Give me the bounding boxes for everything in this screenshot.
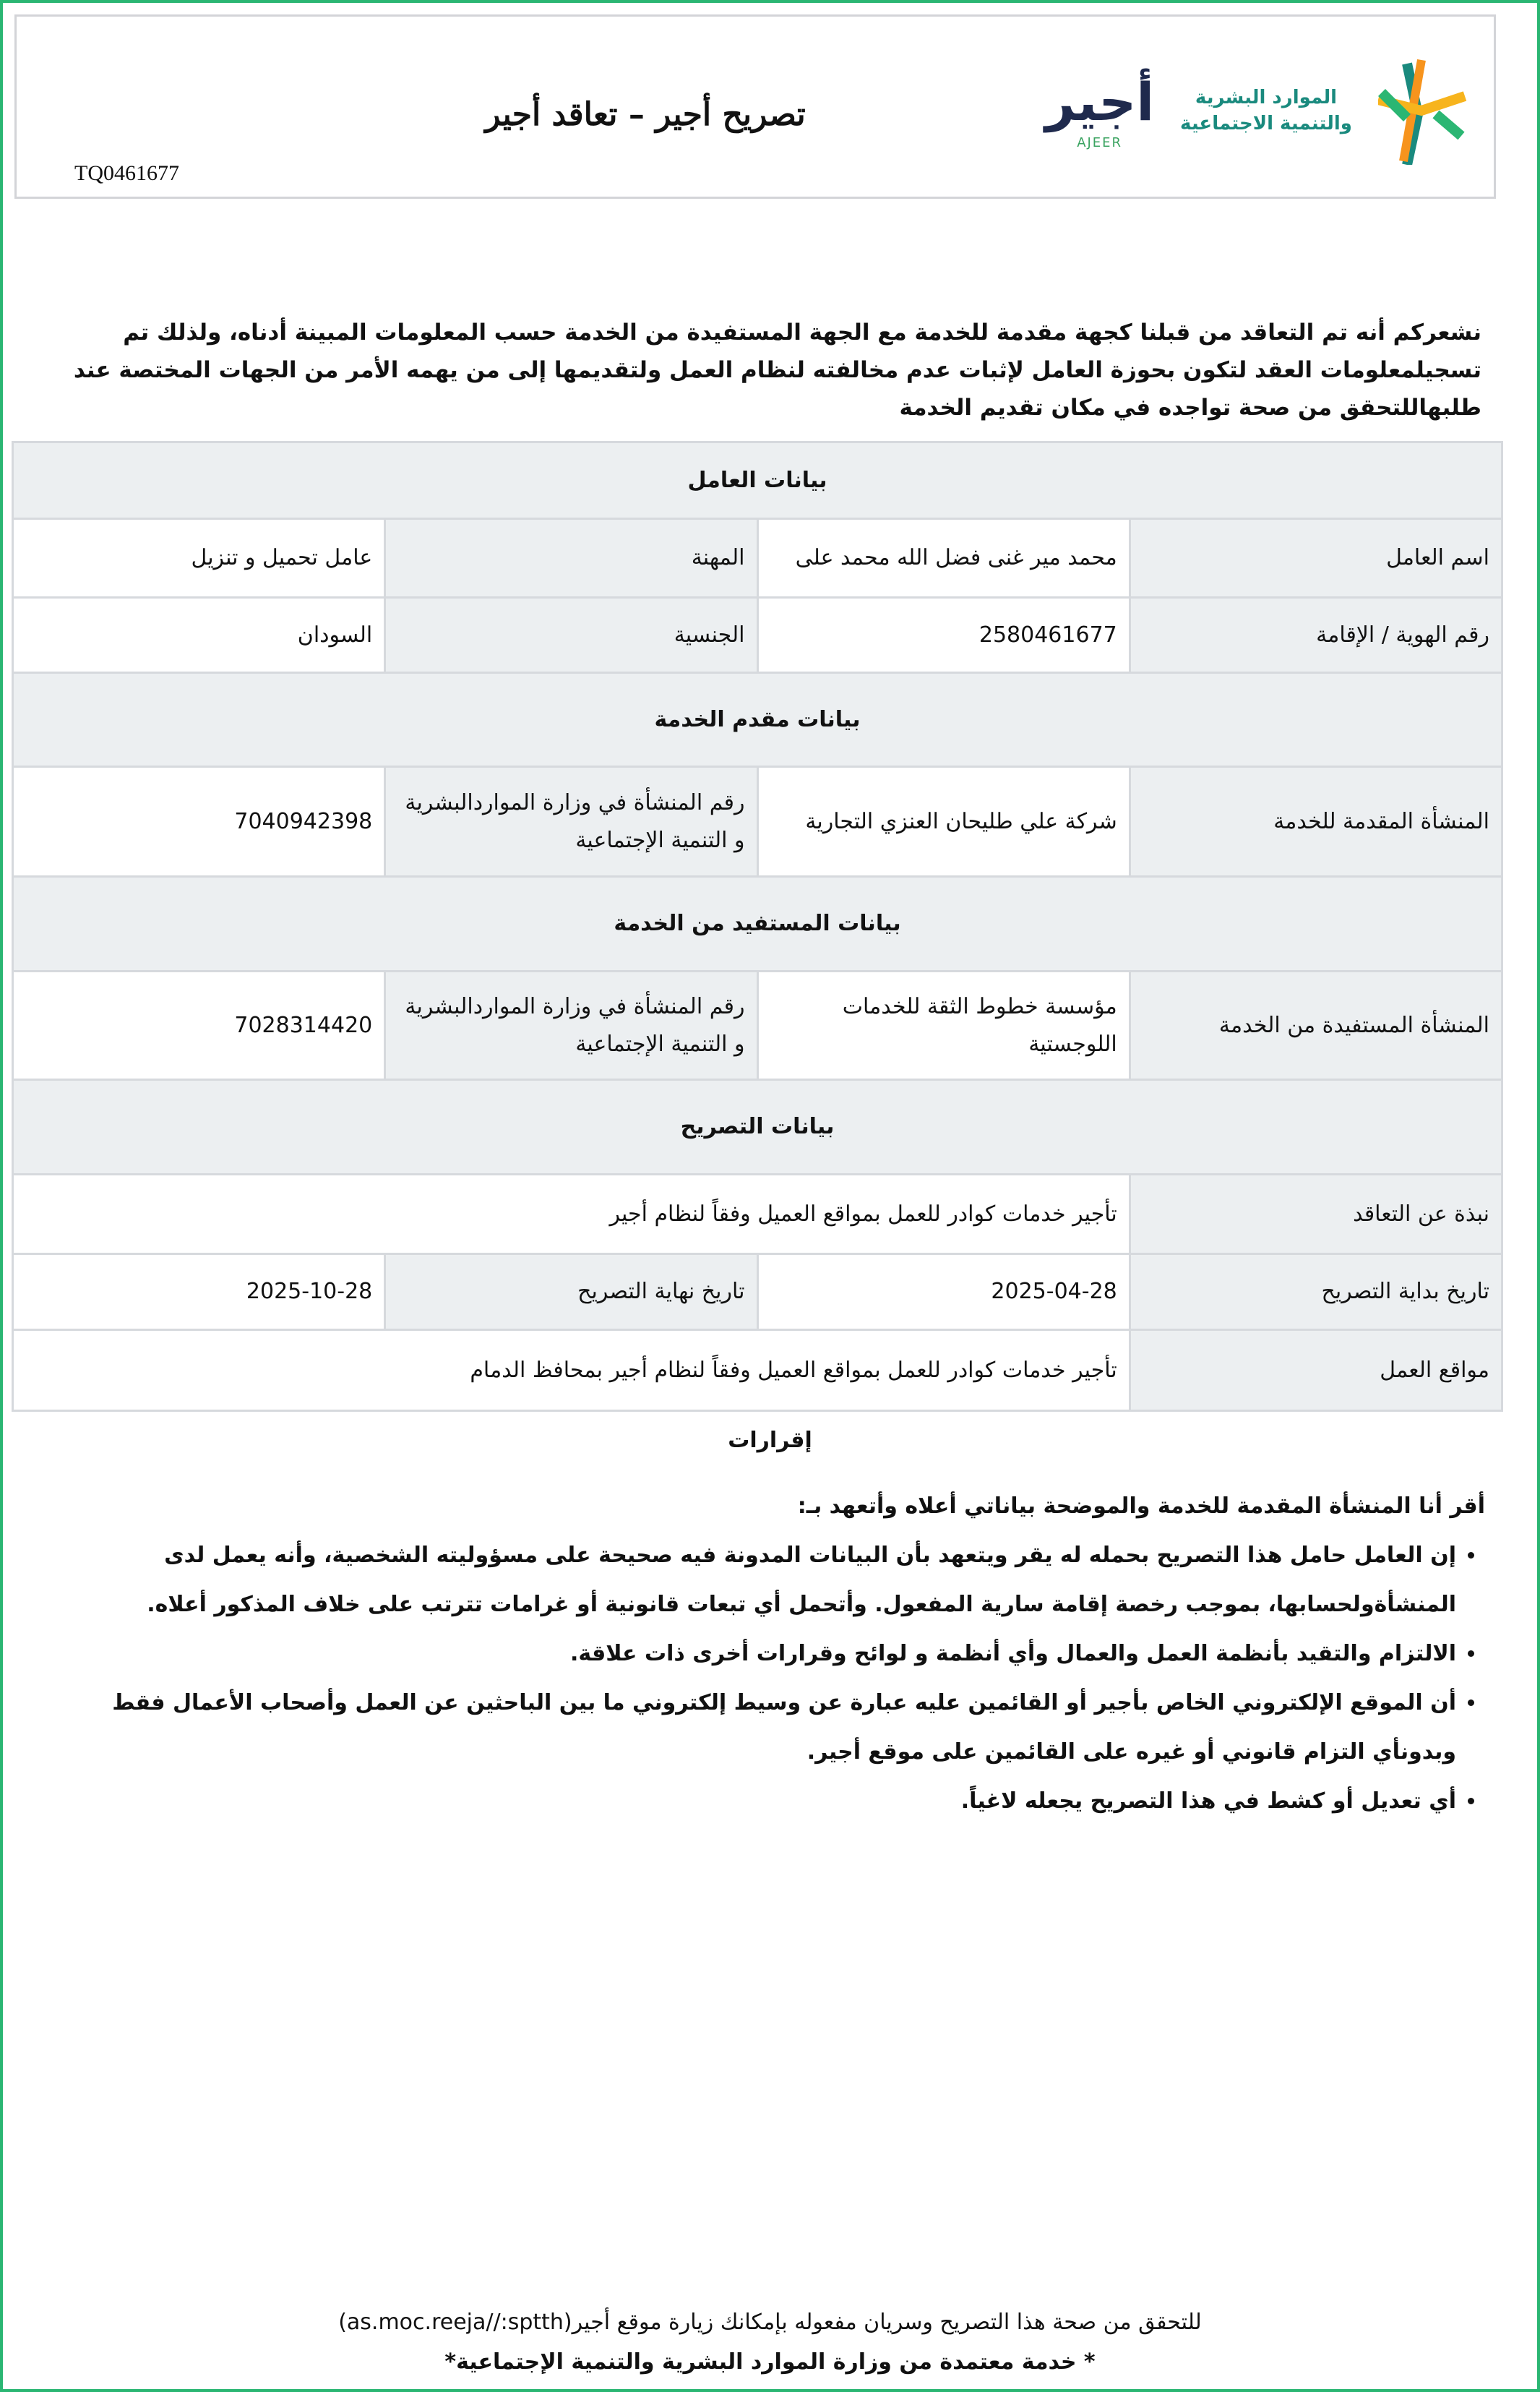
start-date: 2025-04-28: [756, 1253, 1131, 1331]
start-date-label: تاريخ بداية التصريح: [1128, 1253, 1504, 1331]
acknowledgements: أقر أنا المنشأة المقدمة للخدمة والموضحة …: [51, 1482, 1485, 1826]
provider-number-label: رقم المنشأة في وزارة المواردالبشرية و ال…: [384, 766, 759, 878]
summary-label: نبذة عن التعاقد: [1128, 1173, 1504, 1255]
ajeer-logo-text: أجير: [1045, 72, 1154, 132]
ministry-logo-text: الموارد البشرية والتنمية الاجتماعية: [1180, 87, 1352, 134]
ministry-ajeer-logos: أجير AJEER الموارد البشرية والتنمية الاج…: [1045, 49, 1472, 172]
beneficiary-number-label: رقم المنشأة في وزارة المواردالبشرية و ال…: [384, 970, 759, 1081]
worker-name-label: اسم العامل: [1128, 518, 1504, 599]
locations-label: مواقع العمل: [1128, 1329, 1504, 1412]
locations-value: تأجير خدمات كوادر للعمل بمواقع العميل وف…: [12, 1329, 1131, 1412]
document-header: تصريح أجير – تعاقد أجير TQ0461677 أجير A…: [14, 14, 1496, 199]
job-label: المهنة: [384, 518, 759, 599]
section-provider: بيانات مقدم الخدمة: [12, 672, 1503, 768]
worker-name: محمد مير غنى فضل الله محمد على: [756, 518, 1131, 599]
provider-label: المنشأة المقدمة للخدمة: [1128, 766, 1504, 878]
end-date: 2025-10-28: [11, 1253, 387, 1331]
beneficiary-name: مؤسسة خطوط الثقة للخدمات اللوجستية: [756, 970, 1131, 1081]
ajeer-logo-en: AJEER: [1077, 135, 1123, 150]
section-worker: بيانات العامل: [12, 441, 1503, 520]
ack-item: إن العامل حامل هذا التصريح بحمله له يقر …: [51, 1531, 1456, 1629]
ack-item: الالتزام والتقيد بأنظمة العمل والعمال وأ…: [51, 1629, 1456, 1679]
ack-item: أي تعديل أو كشط في هذا التصريح يجعله لاغ…: [51, 1777, 1456, 1826]
nationality-label: الجنسية: [384, 596, 759, 674]
acknowledgements-title: إقرارات: [728, 1428, 812, 1453]
end-date-label: تاريخ نهاية التصريح: [384, 1253, 759, 1331]
provider-name: شركة علي طليحان العنزي التجارية: [756, 766, 1131, 878]
permit-reference: TQ0461677: [74, 161, 179, 185]
verify-note: للتحقق من صحة هذا التصريح وسريان مفعوله …: [338, 2310, 1202, 2335]
section-beneficiary: بيانات المستفيد من الخدمة: [12, 875, 1503, 972]
permit-table: بيانات العامل اسم العامل محمد مير غنى فض…: [11, 441, 1504, 1412]
acknowledgements-intro: أقر أنا المنشأة المقدمة للخدمة والموضحة …: [797, 1493, 1485, 1519]
ajeer-logo: أجير AJEER: [1045, 69, 1154, 152]
ministry-logo-icon: [1378, 59, 1467, 165]
intro-paragraph: نشعركم أنه تم التعاقد من قبلنا كجهة مقدم…: [40, 260, 1481, 426]
provider-number: 7040942398: [11, 766, 387, 878]
job-value: عامل تحميل و تنزيل: [11, 518, 387, 599]
id-value: 2580461677: [756, 596, 1131, 674]
id-label: رقم الهوية / الإقامة: [1128, 596, 1504, 674]
summary-value: تأجير خدمات كوادر للعمل بمواقع العميل وف…: [12, 1173, 1131, 1255]
beneficiary-number: 7028314420: [11, 970, 387, 1081]
page-title: تصريح أجير – تعاقد أجير: [485, 96, 806, 133]
footer: للتحقق من صحة هذا التصريح وسريان مفعوله …: [0, 2302, 1540, 2382]
approval-note: * خدمة معتمدة من وزارة الموارد البشرية و…: [444, 2349, 1096, 2375]
beneficiary-label: المنشأة المستفيدة من الخدمة: [1128, 970, 1504, 1081]
ack-item: أن الموقع الإلكتروني الخاص بأجير أو القا…: [51, 1679, 1456, 1777]
section-permit: بيانات التصريح: [12, 1079, 1503, 1175]
intro-text: نشعركم أنه تم التعاقد من قبلنا كجهة مقدم…: [73, 320, 1481, 421]
nationality-value: السودان: [11, 596, 387, 674]
